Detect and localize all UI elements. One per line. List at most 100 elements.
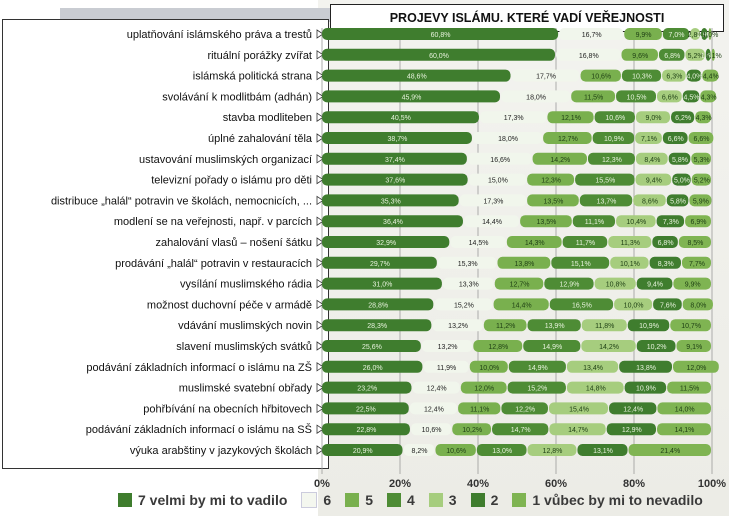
data-label: 12,0% — [686, 365, 706, 372]
category-label: distribuce „halál“ potravin ve školách, … — [51, 195, 312, 207]
bar-segment — [523, 340, 581, 352]
x-tick-label: 0% — [314, 478, 330, 490]
legend-label: 3 — [448, 492, 457, 508]
legend-item: 7 velmi by mi to vadilo — [118, 492, 287, 508]
bar-segment — [691, 173, 711, 186]
bar-segment — [322, 423, 410, 436]
data-label: 10,9% — [604, 136, 624, 143]
data-label: 12,1% — [561, 115, 581, 122]
bar-segment — [409, 402, 458, 415]
pointer-arrow-icon — [316, 445, 324, 455]
bar-segment — [581, 340, 636, 352]
bar-segment — [616, 215, 656, 228]
data-label: 4,4% — [703, 74, 719, 81]
bar-segment — [685, 215, 711, 228]
data-label: 9,9% — [636, 32, 652, 39]
bar-segment — [527, 444, 577, 456]
data-label: 29,7% — [370, 261, 390, 268]
data-label: 13,8% — [514, 261, 534, 268]
data-label: 10,9% — [639, 323, 659, 330]
data-label: 20,9% — [353, 448, 373, 455]
data-label: 4,0% — [686, 74, 702, 81]
category-label: muslimské svatební obřady — [179, 383, 313, 395]
bar-segment — [686, 69, 702, 82]
bar-segment — [450, 236, 506, 248]
category-label: možnost duchovní péče v armádě — [147, 299, 312, 311]
pointer-arrow-icon — [316, 403, 324, 414]
bar-segment — [594, 111, 635, 124]
bar-segment — [551, 256, 610, 269]
data-label: 10,1% — [620, 261, 640, 268]
pointer-arrow-icon — [316, 216, 324, 226]
bar-segment — [556, 48, 621, 61]
data-label: 22,5% — [356, 406, 376, 413]
bar-segment — [473, 340, 523, 352]
data-label: 14,5% — [469, 240, 489, 247]
bar-segment — [548, 402, 609, 415]
pointer-arrow-icon — [316, 112, 324, 122]
data-label: 8,5% — [687, 240, 703, 247]
data-label: 36,4% — [383, 219, 403, 226]
data-label: 35,3% — [381, 198, 401, 205]
data-label: 14,7% — [511, 427, 531, 434]
data-label: 10,6% — [446, 448, 466, 455]
bar-segment — [322, 152, 467, 165]
bar-segment — [711, 48, 715, 61]
data-label: 9,0% — [646, 115, 662, 122]
data-label: 7,3% — [663, 219, 679, 226]
legend-label: 7 velmi by mi to vadilo — [138, 492, 288, 508]
bar-segment — [423, 360, 469, 373]
data-label: 13,7% — [597, 198, 617, 205]
legend-swatch — [386, 493, 401, 507]
bar-segment — [616, 90, 657, 103]
bar-segment — [492, 423, 549, 436]
bar-segment — [322, 132, 472, 144]
bar-segment — [527, 173, 575, 186]
data-label: 10,5% — [627, 94, 647, 101]
bar-segment — [702, 69, 719, 82]
pointer-arrow-icon — [316, 29, 324, 39]
data-label: 14,1% — [675, 427, 695, 434]
bar-segment — [592, 132, 635, 144]
pointer-arrow-icon — [316, 299, 324, 310]
data-label: 14,0% — [675, 406, 695, 413]
data-label: 12,4% — [623, 406, 643, 413]
data-label: 7,0% — [669, 32, 685, 39]
x-tick-label: 80% — [623, 478, 645, 490]
data-label: 16,6% — [490, 157, 510, 164]
data-label: 18,0% — [526, 94, 546, 101]
bar-segment — [689, 194, 712, 207]
bar-segment — [695, 111, 711, 124]
data-label: 1,9% — [697, 32, 713, 39]
bar-segment — [543, 132, 592, 144]
bar-segment — [559, 28, 624, 40]
data-label: 15,2% — [527, 386, 547, 393]
bar-segment — [621, 48, 658, 61]
data-label: 25,6% — [362, 344, 382, 351]
bar-segment — [628, 444, 711, 456]
bar-segment — [636, 277, 673, 290]
legend-item: 4 — [386, 492, 415, 508]
bar-segment — [673, 360, 719, 373]
data-label: 12,9% — [560, 282, 580, 289]
bar-segment — [322, 381, 412, 394]
legend-item: 3 — [428, 492, 457, 508]
category-label: podávání základních informací o islámu n… — [86, 423, 312, 436]
bar-segment — [673, 277, 711, 290]
data-label: 12,2% — [515, 406, 535, 413]
bar-segment — [472, 132, 543, 144]
bar-segment — [571, 90, 616, 103]
data-label: 6,8% — [664, 53, 680, 60]
data-label: 14,3% — [525, 240, 545, 247]
pointer-arrow-icon — [316, 341, 324, 351]
data-label: 7,6% — [660, 302, 676, 309]
data-label: 5,9% — [693, 198, 709, 205]
data-label: 1,1% — [706, 53, 722, 60]
legend: 7 velmi by mi to vadilo 6 5 4 3 2 1 vůbec by m… — [118, 492, 717, 508]
bar-segment — [700, 90, 717, 103]
data-label: 11,3% — [621, 240, 640, 247]
bar-segment — [508, 360, 566, 373]
bar-segment — [682, 298, 713, 311]
pointer-arrow-icon — [316, 174, 324, 185]
data-label: 18,0% — [498, 136, 518, 143]
